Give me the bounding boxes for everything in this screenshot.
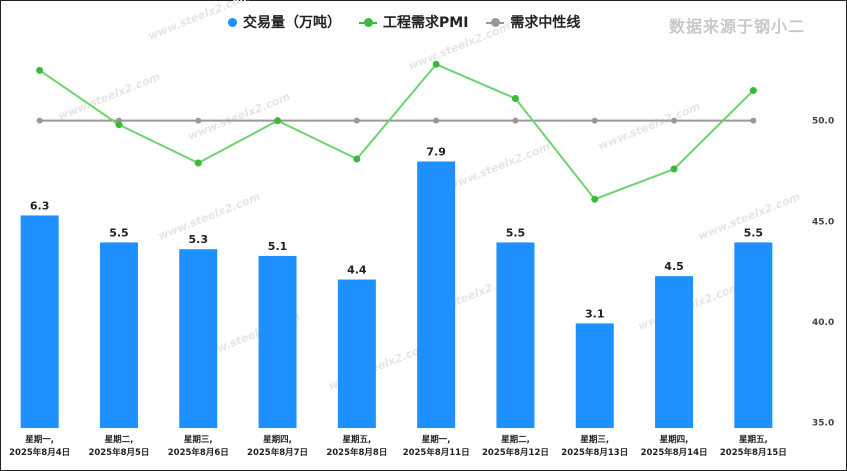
pmi-point	[115, 121, 123, 129]
legend-neutral-swatch	[486, 17, 505, 27]
pmi-line	[39, 63, 755, 201]
x-tick-label: 星期五,	[739, 434, 768, 445]
bar-value-label: 6.3	[30, 199, 50, 212]
bar-value-label: 3.1	[585, 307, 605, 320]
legend-pmi-swatch	[359, 17, 377, 27]
bar	[655, 276, 694, 428]
x-tick-label: 星期五,	[342, 434, 371, 445]
bar	[258, 255, 297, 428]
y-tick-label: 45.0	[812, 217, 834, 227]
x-tick-label: 星期四,	[263, 434, 292, 445]
neutral-point	[353, 117, 360, 124]
bar	[417, 161, 456, 428]
x-tick-label: 2025年8月13日	[561, 447, 628, 458]
x-tick-label: 星期二,	[105, 434, 134, 445]
x-tick-label: 2025年8月11日	[403, 447, 470, 458]
source-watermark: 数据来源于钢小二	[668, 17, 805, 36]
x-tick-label: 2025年8月6日	[168, 447, 229, 458]
pmi-point	[274, 117, 282, 125]
x-tick-label: 星期四,	[660, 434, 689, 445]
bar-value-label: 5.1	[268, 240, 288, 253]
pmi-point	[511, 95, 519, 103]
y-tick-label: 40.0	[812, 318, 834, 328]
bar-value-label: 4.4	[347, 264, 367, 277]
bar-value-label: 4.5	[664, 260, 684, 273]
pmi-point	[353, 155, 361, 163]
watermark-text: www.steelx2.com	[156, 190, 262, 243]
bar	[734, 242, 773, 428]
watermark-text: www.steelx2.com	[186, 90, 292, 143]
x-tick-label: 星期一,	[25, 434, 54, 445]
legend-item-volume[interactable]: 交易量（万吨）	[228, 12, 341, 32]
y-tick-label: 35.0	[812, 419, 834, 429]
bar-value-label: 5.5	[506, 226, 526, 239]
neutral-point	[195, 117, 202, 124]
pmi-point	[36, 66, 44, 74]
x-tick-label: 星期一,	[422, 434, 451, 445]
watermark-text: www.steelx2.com	[146, 0, 252, 43]
bar	[337, 279, 376, 428]
neutral-point	[36, 117, 43, 124]
neutral-point	[591, 117, 598, 124]
x-tick-label: 星期三,	[580, 434, 609, 445]
legend-bar-swatch	[228, 17, 237, 27]
bar	[179, 249, 218, 428]
watermark-text: www.steelx2.com	[56, 70, 162, 123]
neutral-point	[512, 117, 519, 124]
bar	[496, 242, 535, 428]
legend-item-pmi[interactable]: 工程需求PMI	[359, 12, 468, 32]
x-tick-label: 2025年8月12日	[482, 447, 549, 458]
legend-pmi-label: 工程需求PMI	[383, 15, 469, 31]
bar-value-label: 5.5	[744, 226, 764, 239]
pmi-point	[670, 165, 678, 173]
x-tick-label: 星期三,	[184, 434, 213, 445]
x-tick-label: 2025年8月7日	[247, 447, 308, 458]
bar	[575, 323, 614, 428]
pmi-point	[749, 86, 757, 94]
watermark-text: www.steelx2.com	[596, 100, 702, 153]
bar-value-label: 5.5	[109, 226, 129, 239]
neutral-point	[671, 117, 678, 124]
x-tick-label: 2025年8月8日	[326, 447, 387, 458]
y-tick-label: 50.0	[812, 117, 834, 127]
x-tick-label: 2025年8月15日	[720, 447, 787, 458]
x-tick-label: 2025年8月4日	[9, 447, 70, 458]
bar-value-label: 7.9	[426, 145, 446, 158]
bar	[99, 242, 138, 428]
legend-volume-label: 交易量（万吨）	[243, 15, 341, 31]
pmi-point	[432, 60, 440, 68]
legend-item-neutral[interactable]: 需求中性线	[486, 12, 580, 32]
pmi-point	[194, 159, 202, 167]
bar	[20, 215, 59, 428]
bar-value-label: 5.3	[189, 233, 209, 246]
neutral-point	[750, 117, 757, 124]
watermark-text: www.steelx2.com	[446, 140, 552, 193]
watermark-text: www.steelx2.com	[406, 20, 512, 73]
chart-legend: 交易量（万吨） 工程需求PMI 需求中性线	[228, 12, 580, 32]
neutral-point	[433, 117, 440, 124]
x-tick-label: 2025年8月14日	[641, 447, 708, 458]
pmi-point	[591, 195, 599, 203]
x-tick-label: 星期二,	[501, 434, 530, 445]
x-tick-label: 2025年8月5日	[88, 447, 149, 458]
legend-neutral-label: 需求中性线	[510, 15, 581, 31]
